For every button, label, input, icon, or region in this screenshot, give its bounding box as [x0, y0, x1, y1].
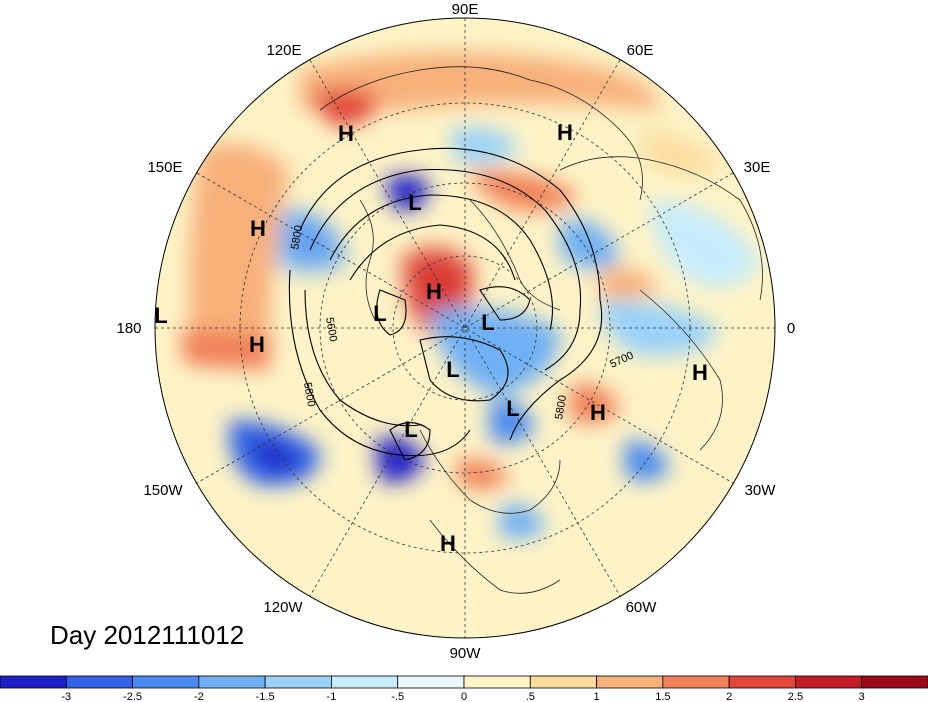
graticule [155, 18, 775, 638]
colorbar-tick-label: -1.5 [256, 691, 275, 702]
pressure-center-h: H [440, 531, 456, 556]
geopotential-contours [288, 147, 603, 461]
lon-label-60w: 60W [626, 599, 658, 616]
lon-label-30e: 30E [744, 159, 771, 176]
colorbar-tick-label: 2.5 [788, 691, 803, 702]
pressure-center-h: H [250, 216, 266, 241]
lon-label-90w: 90W [450, 645, 482, 662]
pressure-center-h: H [426, 279, 442, 304]
pressure-center-h: H [692, 360, 708, 385]
pressure-center-l: L [506, 396, 519, 421]
colorbar-tick-label: -1 [327, 691, 337, 702]
colorbar-box [596, 675, 664, 689]
map-title: Day 2012111012 [50, 620, 245, 650]
colorbar-box [861, 675, 928, 689]
lon-label-120w: 120W [263, 599, 303, 616]
colorbar-tick-label: -2.5 [123, 691, 142, 702]
pressure-center-l: L [446, 357, 459, 382]
colorbar-tick-label: 1.5 [655, 691, 670, 702]
pressure-center-h: H [249, 332, 265, 357]
colorbar-tick-label: -3 [61, 691, 71, 702]
colorbar-tick-label: 2 [726, 691, 732, 702]
longitude-labels: 90E 120E 60E 150E 30E 180 0 150W 30W 120… [116, 1, 795, 662]
lon-label-30w: 30W [745, 482, 777, 499]
lon-label-120e: 120E [266, 42, 301, 59]
lon-label-180: 180 [116, 320, 141, 337]
colorbar-tick-label: 0 [461, 691, 467, 702]
contour-label: 5800 [553, 394, 569, 420]
pressure-center-labels: H H L H H L L L H L L H H L H [154, 120, 708, 556]
map-boundary [154, 17, 776, 639]
colorbar-box [198, 675, 266, 689]
colorbar-boxes [0, 675, 928, 689]
colorbar-box [65, 675, 133, 689]
contour-label: 5800 [301, 381, 317, 407]
colorbar-tick-label: -2 [194, 691, 204, 702]
pressure-center-h: H [338, 121, 354, 146]
colorbar-box [132, 675, 200, 689]
pressure-center-l: L [408, 190, 421, 215]
anomaly-north-asia-warm [300, 52, 660, 112]
colorbar-tick-label: -.5 [391, 691, 404, 702]
colorbar: -3 -2.5 -2 -1.5 -1 -.5 0 .5 1 1.5 2 2.5 3 [0, 675, 928, 702]
colorbar-ticks: -3 -2.5 -2 -1.5 -1 -.5 0 .5 1 1.5 2 2.5 3 [61, 691, 864, 702]
lon-label-0: 0 [787, 320, 795, 337]
anomaly-west-us-cold [375, 437, 425, 483]
colorbar-box [529, 675, 597, 689]
anomaly-atlantic-cold [625, 440, 670, 482]
polar-stereographic-map: 90E 120E 60E 150E 30E 180 0 150W 30W 120… [116, 1, 795, 662]
colorbar-box [728, 675, 796, 689]
lon-label-150e: 150E [147, 159, 182, 176]
colorbar-box [795, 675, 863, 689]
lon-label-60e: 60E [627, 42, 654, 59]
contour-label: 5600 [323, 316, 339, 342]
anomaly-west-pacific-warm [188, 143, 290, 362]
colorbar-box [662, 675, 730, 689]
contour-label: 5800 [289, 224, 305, 250]
colorbar-tick-label: 3 [859, 691, 865, 702]
colorbar-box [0, 675, 67, 689]
colorbar-tick-label: 1 [594, 691, 600, 702]
lon-label-90e: 90E [452, 1, 479, 18]
pressure-center-l: L [154, 303, 167, 328]
coastlines [319, 66, 763, 594]
pressure-center-l: L [481, 310, 494, 335]
colorbar-box [331, 675, 399, 689]
anomaly-labrador-cold [490, 399, 535, 444]
colorbar-box [397, 675, 465, 689]
colorbar-box [463, 675, 531, 689]
colorbar-tick-label: .5 [526, 691, 535, 702]
pressure-center-h: H [590, 400, 606, 425]
colorbar-box [264, 675, 332, 689]
pressure-center-l: L [373, 301, 386, 326]
pressure-center-h: H [557, 120, 573, 145]
pressure-center-l: L [404, 417, 417, 442]
lon-label-150w: 150W [143, 482, 183, 499]
